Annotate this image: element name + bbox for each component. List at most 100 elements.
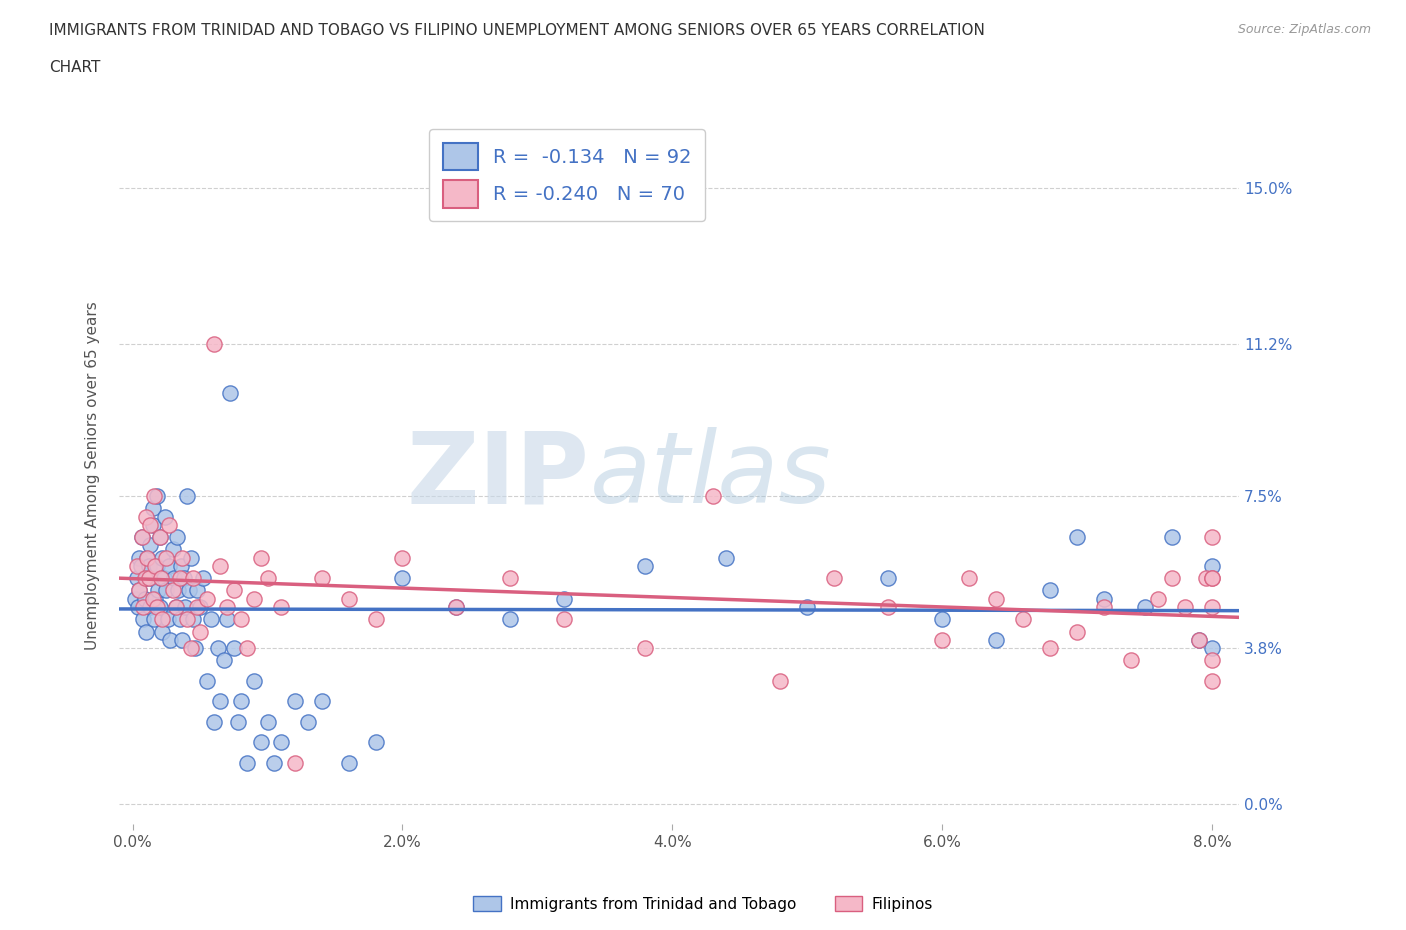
- Point: [877, 600, 900, 615]
- Point: [139, 517, 162, 532]
- Point: [176, 612, 198, 627]
- Point: [1201, 571, 1223, 586]
- Point: [229, 612, 252, 627]
- Point: [226, 714, 249, 729]
- Point: [129, 558, 152, 573]
- Point: [172, 632, 194, 647]
- Point: [931, 612, 953, 627]
- Point: [311, 571, 333, 586]
- Point: [138, 571, 160, 586]
- Point: [218, 386, 240, 401]
- Point: [150, 612, 173, 627]
- Point: [162, 542, 184, 557]
- Point: [180, 641, 202, 656]
- Point: [283, 694, 305, 709]
- Point: [128, 583, 150, 598]
- Point: [162, 583, 184, 598]
- Point: [243, 591, 266, 606]
- Point: [142, 517, 165, 532]
- Point: [222, 641, 245, 656]
- Text: CHART: CHART: [49, 60, 101, 75]
- Point: [283, 755, 305, 770]
- Y-axis label: Unemployment Among Seniors over 65 years: Unemployment Among Seniors over 65 years: [86, 301, 100, 650]
- Point: [150, 624, 173, 639]
- Point: [236, 755, 259, 770]
- Point: [249, 551, 271, 565]
- Text: Source: ZipAtlas.com: Source: ZipAtlas.com: [1237, 23, 1371, 36]
- Point: [297, 714, 319, 729]
- Point: [1092, 600, 1115, 615]
- Point: [174, 600, 197, 615]
- Point: [1039, 641, 1062, 656]
- Point: [769, 673, 792, 688]
- Point: [157, 558, 180, 573]
- Point: [139, 538, 162, 552]
- Point: [186, 583, 208, 598]
- Point: [176, 488, 198, 503]
- Point: [179, 583, 201, 598]
- Point: [159, 632, 181, 647]
- Point: [125, 571, 148, 586]
- Point: [142, 591, 165, 606]
- Point: [1147, 591, 1170, 606]
- Point: [136, 551, 159, 565]
- Point: [1066, 624, 1088, 639]
- Point: [1201, 558, 1223, 573]
- Point: [202, 714, 225, 729]
- Point: [337, 591, 360, 606]
- Point: [1201, 673, 1223, 688]
- Point: [986, 632, 1008, 647]
- Point: [1039, 583, 1062, 598]
- Point: [141, 571, 163, 586]
- Point: [1201, 530, 1223, 545]
- Point: [243, 673, 266, 688]
- Point: [148, 600, 170, 615]
- Point: [188, 600, 211, 615]
- Point: [1201, 653, 1223, 668]
- Point: [1121, 653, 1143, 668]
- Point: [169, 571, 191, 586]
- Point: [134, 591, 156, 606]
- Point: [165, 600, 187, 615]
- Point: [172, 551, 194, 565]
- Point: [128, 583, 150, 598]
- Point: [249, 735, 271, 750]
- Point: [823, 571, 845, 586]
- Point: [222, 583, 245, 598]
- Point: [146, 558, 169, 573]
- Point: [391, 571, 413, 586]
- Point: [499, 571, 522, 586]
- Point: [191, 571, 214, 586]
- Point: [702, 488, 724, 503]
- Point: [128, 551, 150, 565]
- Point: [155, 583, 177, 598]
- Point: [148, 583, 170, 598]
- Point: [134, 571, 156, 586]
- Point: [146, 600, 169, 615]
- Point: [214, 653, 236, 668]
- Point: [181, 571, 204, 586]
- Point: [1012, 612, 1035, 627]
- Legend: R =  -0.134   N = 92, R = -0.240   N = 70: R = -0.134 N = 92, R = -0.240 N = 70: [429, 129, 706, 221]
- Point: [149, 571, 172, 586]
- Point: [256, 714, 278, 729]
- Point: [209, 558, 232, 573]
- Point: [167, 583, 190, 598]
- Point: [195, 591, 218, 606]
- Point: [1160, 571, 1182, 586]
- Point: [1194, 571, 1216, 586]
- Text: ZIP: ZIP: [406, 427, 589, 524]
- Point: [152, 571, 174, 586]
- Point: [131, 530, 153, 545]
- Point: [215, 612, 238, 627]
- Point: [145, 558, 167, 573]
- Point: [131, 530, 153, 545]
- Point: [1066, 530, 1088, 545]
- Point: [136, 551, 159, 565]
- Point: [145, 591, 167, 606]
- Point: [169, 612, 191, 627]
- Point: [153, 509, 176, 524]
- Point: [877, 571, 900, 586]
- Point: [150, 551, 173, 565]
- Point: [165, 600, 187, 615]
